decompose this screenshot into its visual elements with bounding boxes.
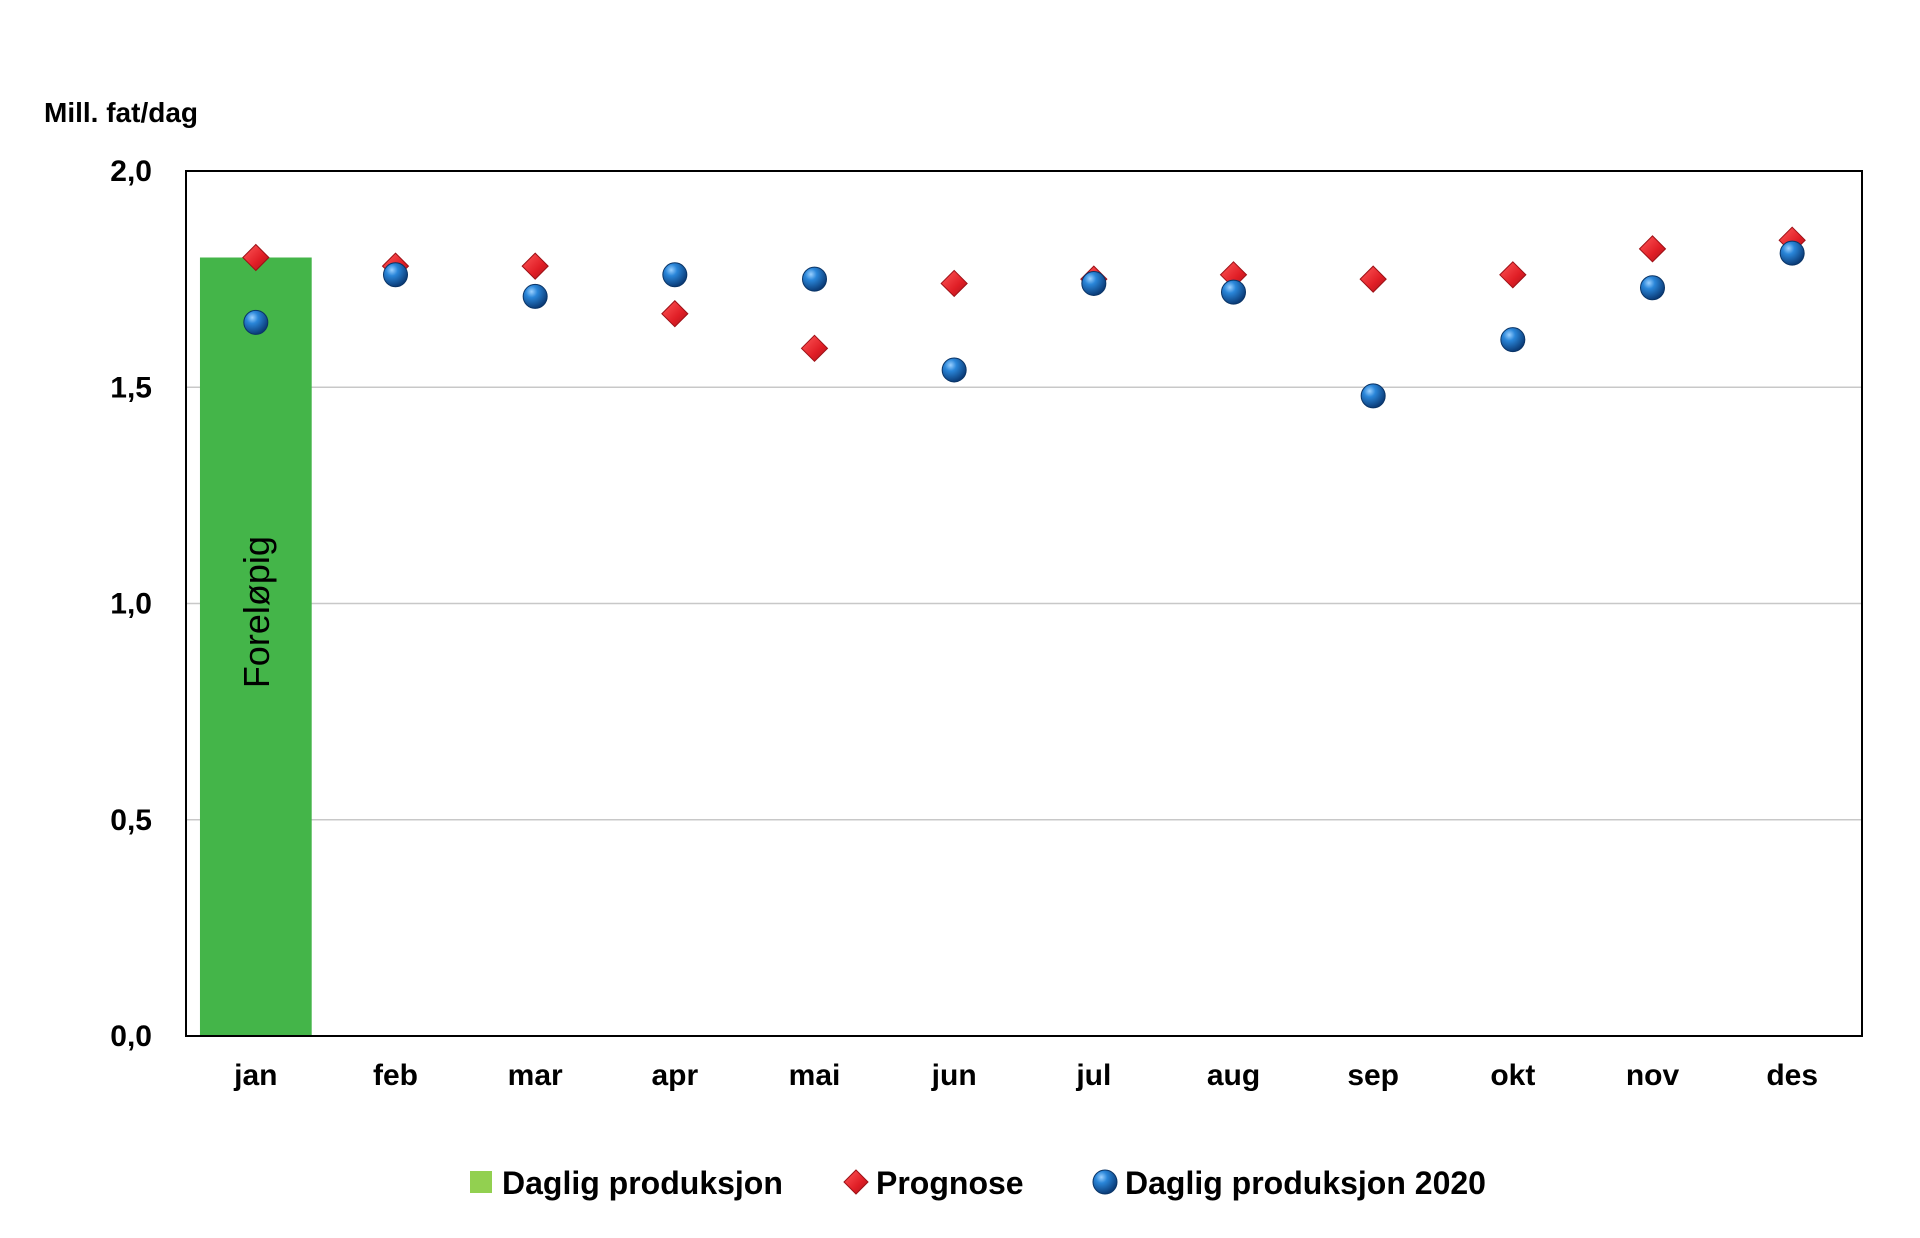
prognose-point: [1359, 265, 1387, 293]
legend-label: Daglig produksjon: [502, 1165, 783, 1201]
gridlines: [186, 386, 1862, 821]
bars: Foreløpig: [199, 257, 312, 1036]
bar-annotation: Foreløpig: [236, 536, 277, 688]
legend-swatch: [470, 1171, 492, 1193]
x-tick-label: jun: [931, 1059, 977, 1092]
produksjon-2020-point: [1779, 240, 1805, 266]
produksjon-2020-point: [383, 262, 408, 288]
x-tick-label: nov: [1626, 1059, 1680, 1092]
legend-label: Daglig produksjon 2020: [1125, 1165, 1486, 1201]
produksjon-2020-point: [1081, 270, 1107, 296]
legend-swatch: [1092, 1169, 1118, 1195]
x-tick-label: feb: [373, 1059, 418, 1092]
legend-label: Prognose: [876, 1165, 1024, 1201]
legend-item: Daglig produksjon 2020: [1092, 1165, 1486, 1201]
x-tick-label: jul: [1075, 1059, 1111, 1092]
produksjon-2020-point: [1360, 383, 1386, 409]
prognose-point: [242, 243, 270, 272]
plot-frame: [185, 170, 1863, 1037]
y-tick-label: 1,0: [110, 588, 152, 621]
x-tick-label: aug: [1207, 1059, 1260, 1092]
x-tick-label: sep: [1347, 1059, 1399, 1092]
produksjon-2020-point: [1640, 275, 1665, 301]
x-tick-label: mai: [789, 1059, 841, 1092]
y-tick-label: 2,0: [110, 155, 152, 188]
x-tick-label: jan: [233, 1059, 277, 1092]
prognose-point: [661, 300, 689, 328]
produksjon-2020-point: [243, 309, 269, 335]
x-tick-label: apr: [651, 1059, 698, 1092]
y-tick-label: 0,0: [110, 1020, 152, 1053]
y-axis-label: Mill. fat/dag: [44, 97, 198, 128]
legend-swatch: [843, 1169, 869, 1195]
prognose-point: [1499, 261, 1527, 289]
produksjon-2020-point: [802, 266, 827, 292]
y-tick-label: 1,5: [110, 371, 152, 404]
prognose-point: [521, 252, 549, 280]
legend-item: Daglig produksjon: [470, 1165, 783, 1201]
markers: [242, 226, 1806, 409]
prognose-point: [940, 269, 968, 298]
prognose-point: [1638, 235, 1667, 263]
x-axis-ticks: jan feb mar apr mai jun jul aug sep okt nov des: [233, 1059, 1818, 1092]
x-tick-label: okt: [1490, 1059, 1535, 1092]
x-tick-label: des: [1766, 1059, 1818, 1092]
y-axis-ticks: 0,0 0,5 1,0 1,5 2,0: [110, 155, 152, 1053]
prognose-point: [800, 334, 829, 363]
produksjon-2020-point: [522, 283, 548, 309]
legend-item: Prognose: [843, 1165, 1024, 1201]
x-tick-label: mar: [508, 1059, 563, 1092]
legend: Daglig produksjon Prognose Daglig produksj…: [470, 1165, 1486, 1201]
bar: [199, 257, 312, 1036]
produksjon-2020-point: [662, 262, 688, 288]
produksjon-2020-point: [1500, 327, 1526, 353]
produksjon-2020-point: [1221, 279, 1246, 305]
produksjon-2020-point: [941, 357, 967, 383]
y-tick-label: 0,5: [110, 804, 152, 837]
